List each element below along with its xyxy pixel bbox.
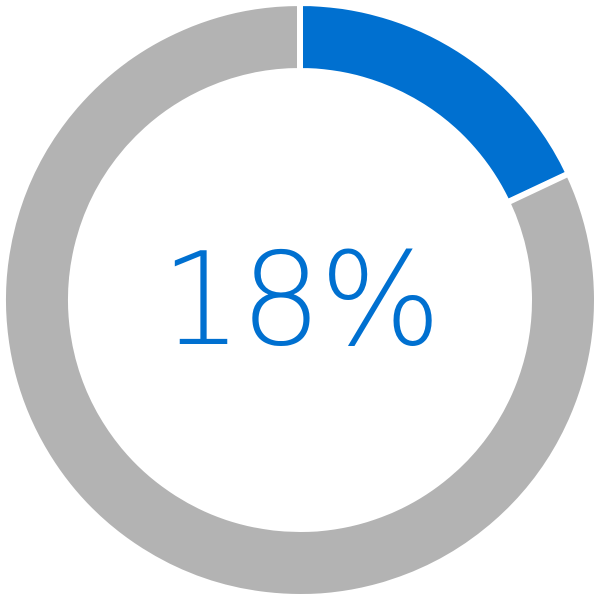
donut-chart [0,0,600,600]
donut-slice-remaining [0,0,600,600]
center-percentage-label: 18% [160,225,442,375]
